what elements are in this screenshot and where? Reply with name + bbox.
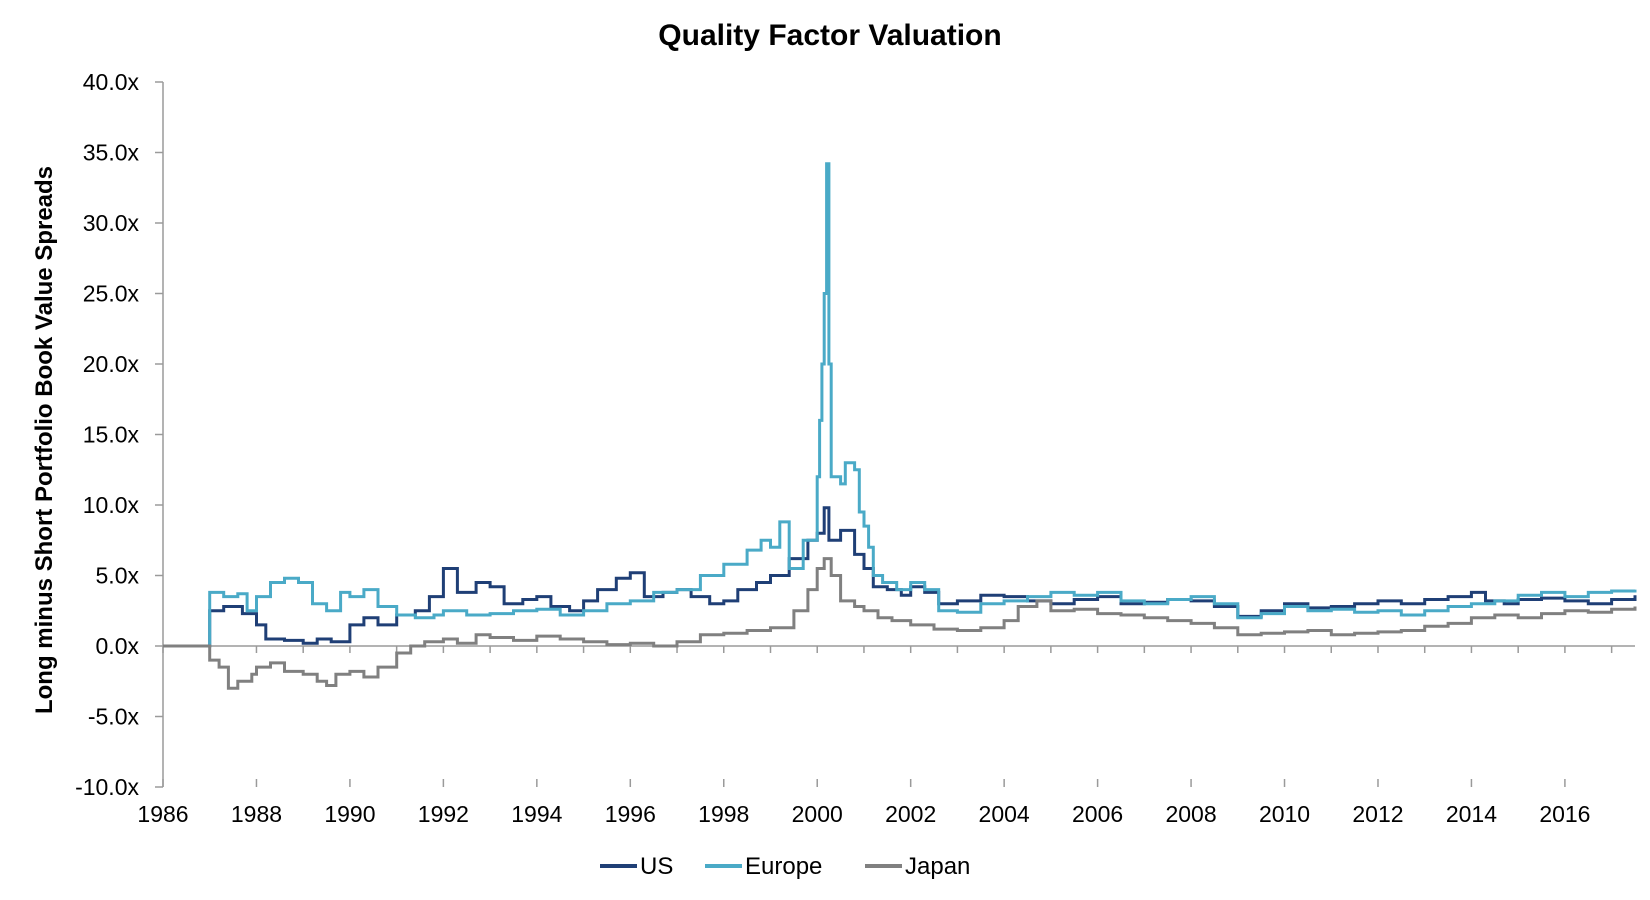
- y-tick-label: 35.0x: [83, 140, 140, 166]
- series-lines: [163, 162, 1637, 690]
- series-line-europe: [163, 162, 1637, 648]
- y-axis-label: Long minus Short Portfolio Book Value Sp…: [31, 166, 58, 714]
- legend-label-japan: Japan: [905, 853, 970, 880]
- x-tick-label: 1988: [231, 801, 282, 827]
- y-tick-label: 10.0x: [83, 492, 140, 518]
- legend: US Europe Japan: [600, 853, 970, 880]
- series-line-japan: [163, 557, 1637, 690]
- y-axis: -10.0x -5.0x 0.0x 5.0x 10.0x 15.0x 20.0x 25.0x 3…: [75, 69, 164, 800]
- y-tick-label: 20.0x: [83, 351, 140, 377]
- x-tick-label: 2016: [1539, 801, 1590, 827]
- chart-title: Quality Factor Valuation: [658, 19, 1001, 52]
- y-tick-label: 5.0x: [96, 563, 140, 589]
- x-tick-label: 1996: [605, 801, 656, 827]
- x-tick-label: 2000: [792, 801, 843, 827]
- x-tick-label: 1994: [511, 801, 562, 827]
- x-tick-label: 2012: [1352, 801, 1403, 827]
- x-tick-label: 1992: [418, 801, 469, 827]
- x-tick-label: 1986: [137, 801, 188, 827]
- x-tick-label: 1990: [324, 801, 375, 827]
- x-tick-label: 2002: [885, 801, 936, 827]
- legend-label-europe: Europe: [745, 853, 822, 880]
- y-tick-label: 0.0x: [96, 633, 140, 659]
- y-tick-label: 15.0x: [83, 422, 140, 448]
- x-tick-label: 2004: [979, 801, 1030, 827]
- x-tick-label: 2014: [1446, 801, 1497, 827]
- y-tick-label: 40.0x: [83, 69, 140, 95]
- y-tick-label: -10.0x: [75, 774, 139, 800]
- x-tick-label: 2010: [1259, 801, 1310, 827]
- x-tick-label: 2008: [1165, 801, 1216, 827]
- x-axis: 1986 1988 1990 1992 1994 1996 1998 2000 2002 2004…: [137, 645, 1635, 827]
- x-tick-label: 1998: [698, 801, 749, 827]
- y-tick-label: -5.0x: [88, 704, 140, 730]
- series-line-us: [163, 506, 1637, 648]
- y-tick-label: 25.0x: [83, 281, 140, 307]
- legend-label-us: US: [640, 853, 673, 880]
- y-tick-label: 30.0x: [83, 210, 140, 236]
- x-tick-label: 2006: [1072, 801, 1123, 827]
